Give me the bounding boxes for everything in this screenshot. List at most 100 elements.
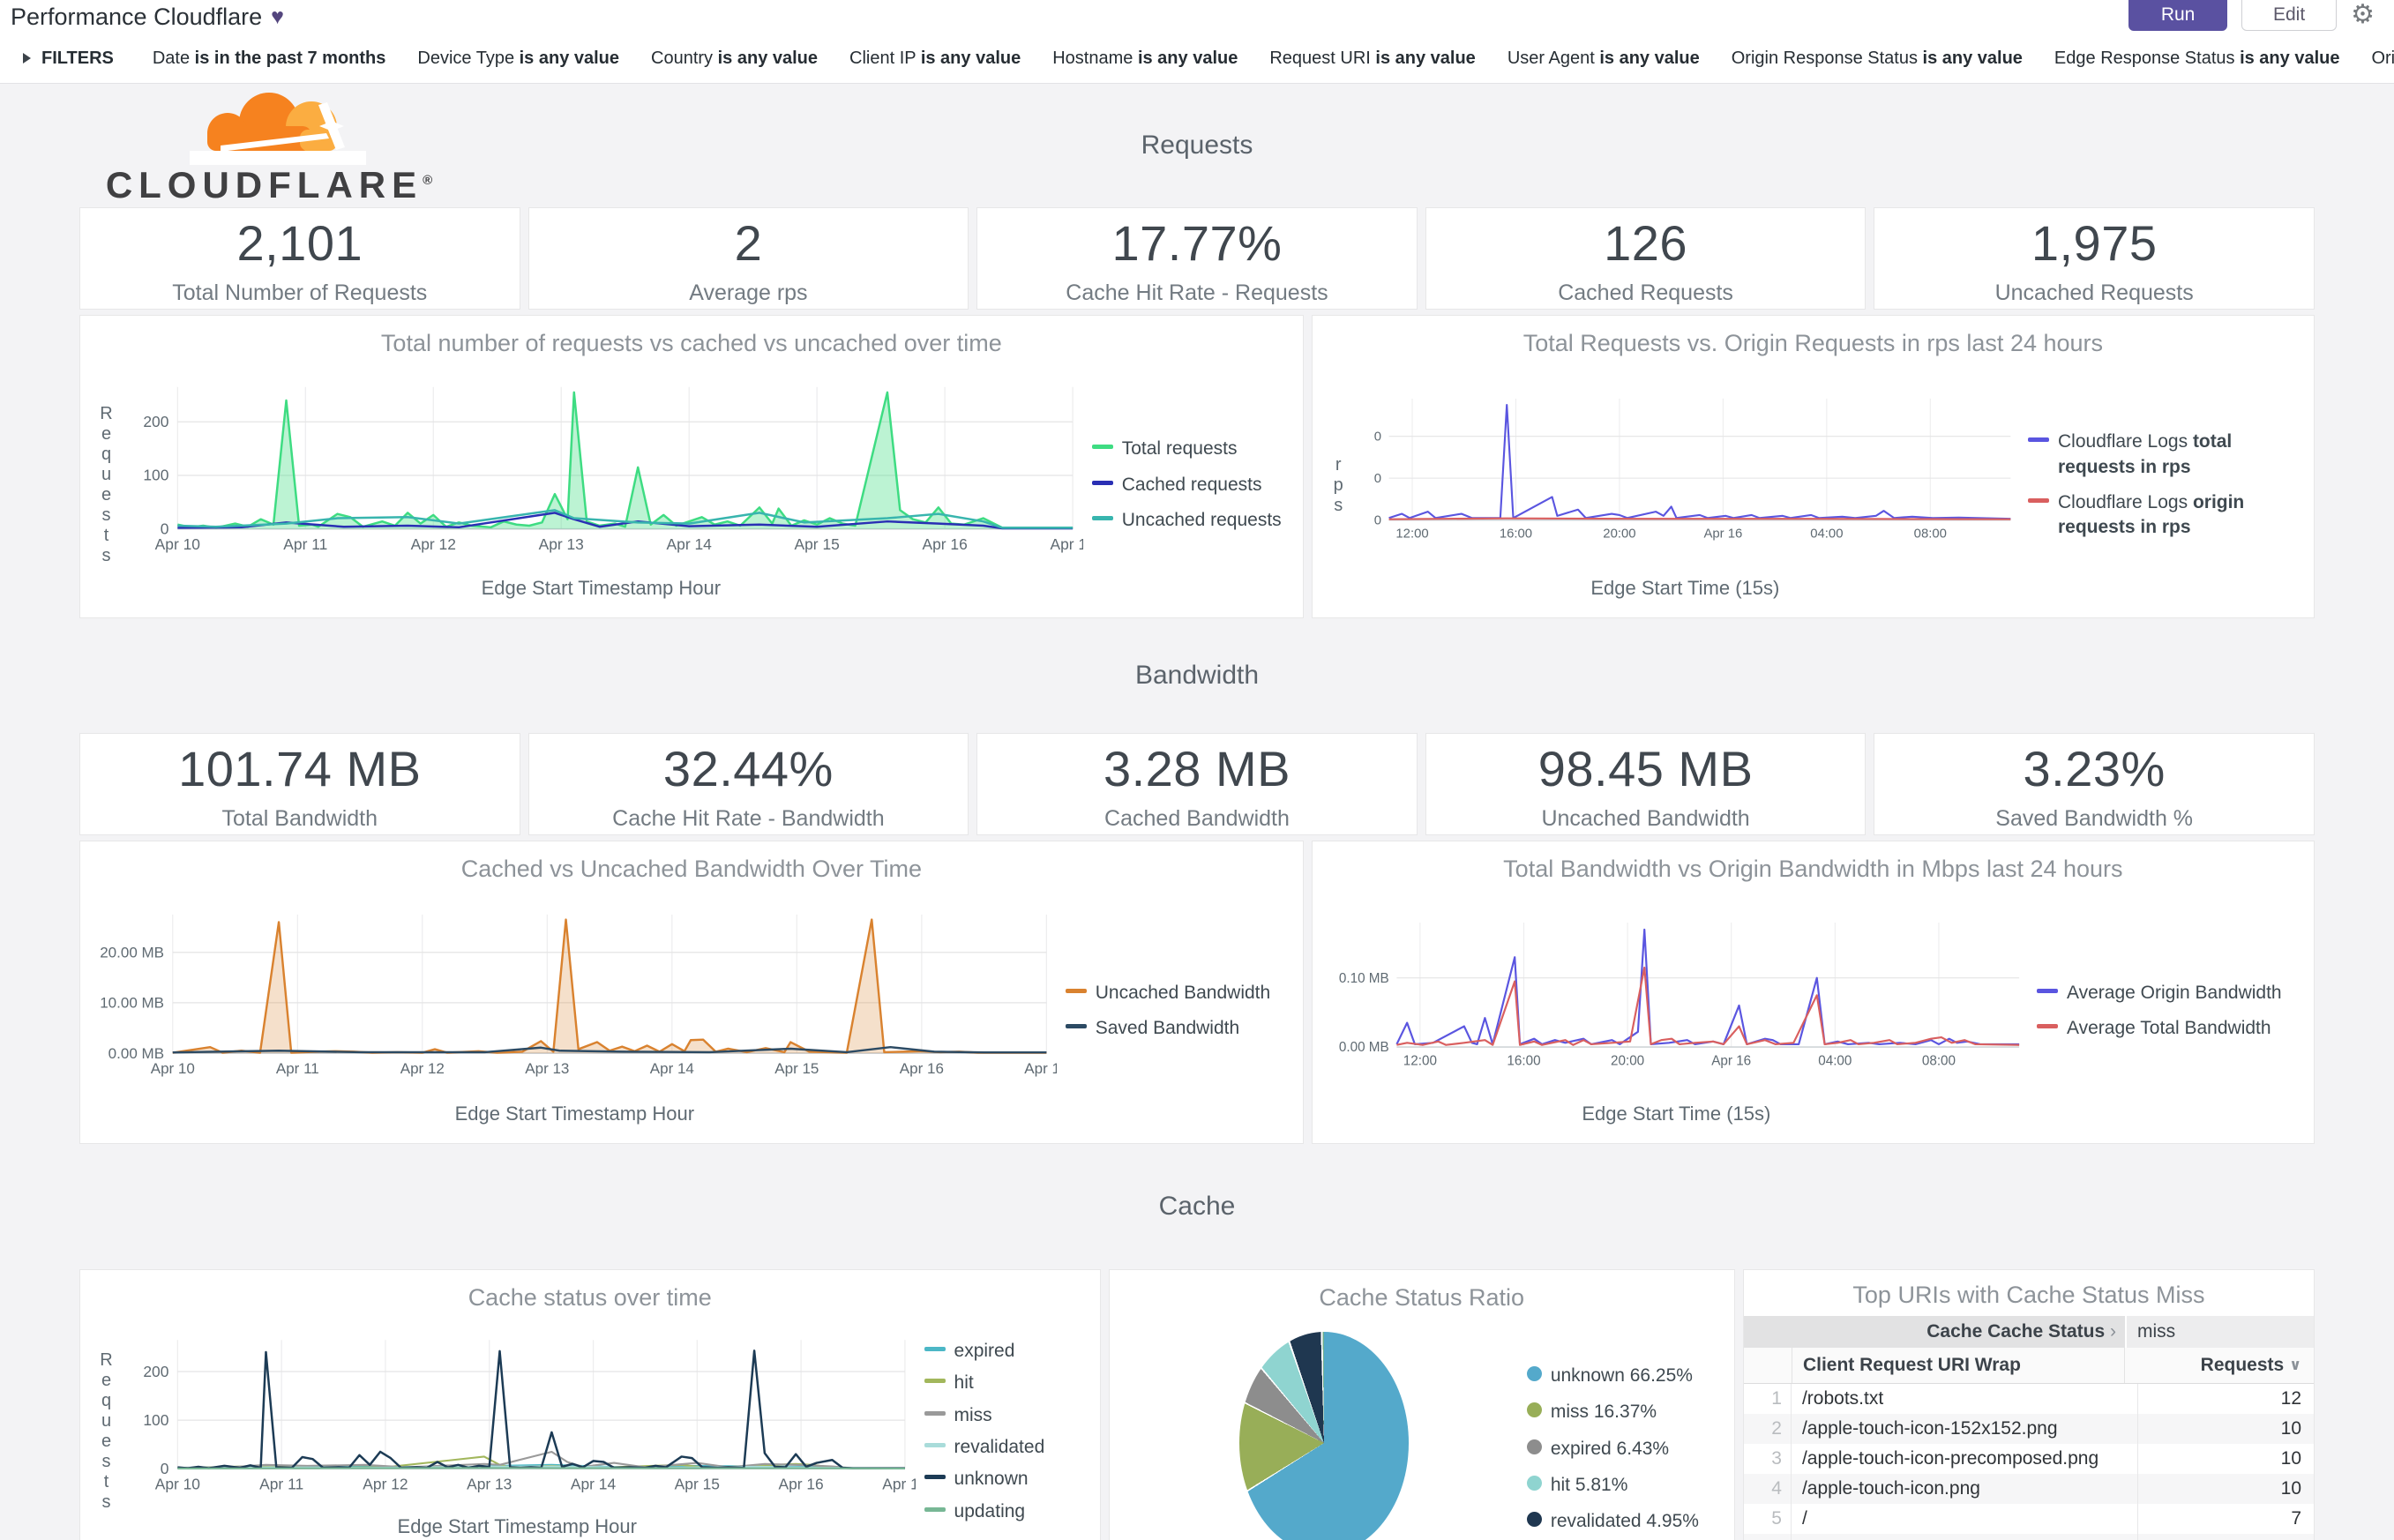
legend-label: updating bbox=[954, 1500, 1026, 1521]
table-row[interactable]: 6/index.php/contact/7 bbox=[1743, 1534, 2314, 1540]
pie-legend-item-unknown[interactable]: unknown 66.25% bbox=[1526, 1364, 1699, 1388]
requests-column-header[interactable]: Requests ∨ bbox=[2124, 1348, 2314, 1383]
legend-item-saved-bandwidth[interactable]: Saved Bandwidth bbox=[1065, 1016, 1291, 1041]
legend-swatch bbox=[924, 1443, 946, 1447]
filter-item-country[interactable]: Country is any value bbox=[651, 48, 819, 68]
line-chart-bandwidth-over-time[interactable]: 0.00 MB 10.00 MB 20.00 MB Apr 10 Apr 11 Apr 1… bbox=[93, 887, 1057, 1099]
legend-label: Uncached requests bbox=[1121, 510, 1282, 531]
legend-item-uncached-requests[interactable]: Uncached requests bbox=[1091, 508, 1291, 533]
filter-item-device-type[interactable]: Device Type is any value bbox=[417, 48, 620, 68]
kpi-tile-cache-hit-rate-bandwidth: 32.44% Cache Hit Rate - Bandwidth bbox=[527, 733, 969, 835]
line-chart-requests-over-time[interactable]: 0 100 200 Apr 10 Apr 11 Apr 12 Apr 13 Apr 14 Apr… bbox=[119, 362, 1083, 573]
svg-text:Apr 16: Apr 16 bbox=[922, 535, 967, 553]
cloudflare-cloud-icon bbox=[190, 93, 366, 165]
pie-legend-item-expired[interactable]: expired 6.43% bbox=[1526, 1437, 1699, 1462]
filter-item-edge-response-status[interactable]: Edge Response Status is any value bbox=[2054, 48, 2340, 68]
filter-item-origin-response-status[interactable]: Origin Response Status is any value bbox=[1731, 48, 2023, 68]
line-chart-cache-status[interactable]: 0 100 200 Apr 10 Apr 11 Apr 12 Apr 13 Apr 14 Apr… bbox=[119, 1316, 916, 1512]
uri-cell[interactable]: /robots.txt bbox=[1801, 1388, 1884, 1409]
kpi-tile-total-number-of-requests: 2,101 Total Number of Requests bbox=[79, 207, 520, 310]
line-chart-rps-24h[interactable]: 0 0 0 12:00 16:00 20:00 Apr 16 04:00 08:00 bbox=[1351, 362, 2019, 573]
filter-item-origin-ip[interactable]: Origin IP is any value bbox=[2371, 48, 2394, 68]
svg-text:0.10 MB: 0.10 MB bbox=[1339, 971, 1389, 986]
legend-item-cloudflare-logs-origin-requests-in-rps[interactable]: Cloudflare Logs origin requests in rps bbox=[2028, 490, 2301, 541]
svg-text:100: 100 bbox=[143, 467, 168, 484]
svg-text:Apr 11: Apr 11 bbox=[283, 535, 327, 553]
uri-cell[interactable]: /apple-touch-icon-152x152.png bbox=[1801, 1418, 2058, 1439]
pivot-value: miss bbox=[2125, 1316, 2314, 1348]
line-chart-bandwidth-24h[interactable]: 0.00 MB 0.10 MB 12:00 16:00 20:00 Apr 16 04:00… bbox=[1325, 887, 2028, 1099]
svg-text:Apr 17: Apr 17 bbox=[882, 1475, 915, 1492]
filter-item-client-ip[interactable]: Client IP is any value bbox=[849, 48, 1021, 68]
legend-item-cached-requests[interactable]: Cached requests bbox=[1091, 473, 1291, 497]
pie-legend-item-miss[interactable]: miss 16.37% bbox=[1526, 1400, 1699, 1424]
uri-column-header[interactable]: Client Request URI Wrap bbox=[1802, 1355, 2021, 1375]
legend-item-cloudflare-logs-total-requests-in-rps[interactable]: Cloudflare Logs total requests in rps bbox=[2028, 430, 2301, 480]
cloudflare-logo: CLOUDFLARE® bbox=[79, 87, 459, 204]
chart-legend: expired hit miss revalidated unknown updating bbox=[916, 1316, 1088, 1540]
svg-text:Apr 15: Apr 15 bbox=[774, 1060, 819, 1077]
table-row[interactable]: 1/robots.txt 12 bbox=[1744, 1384, 2314, 1414]
legend-item-uncached-bandwidth[interactable]: Uncached Bandwidth bbox=[1065, 981, 1291, 1005]
svg-text:08:00: 08:00 bbox=[1913, 527, 1946, 541]
legend-item-average-origin-bandwidth[interactable]: Average Origin Bandwidth bbox=[2037, 981, 2301, 1005]
svg-text:20.00 MB: 20.00 MB bbox=[100, 944, 164, 961]
edit-button[interactable]: Edit bbox=[2241, 0, 2338, 31]
filter-item-hostname[interactable]: Hostname is any value bbox=[1052, 48, 1238, 68]
chart-card-cache-status-ratio: Cache Status Ratio unknown 66.25% miss 16… bbox=[1108, 1269, 1735, 1540]
legend-item-average-total-bandwidth[interactable]: Average Total Bandwidth bbox=[2037, 1016, 2301, 1041]
uri-cell[interactable]: / bbox=[1801, 1508, 1807, 1529]
chart-row-requests: Total number of requests vs cached vs un… bbox=[79, 315, 2315, 618]
pie-legend-item-hit[interactable]: hit 5.81% bbox=[1526, 1473, 1699, 1498]
svg-text:08:00: 08:00 bbox=[1922, 1053, 1956, 1068]
svg-text:Apr 15: Apr 15 bbox=[795, 535, 840, 553]
gear-icon[interactable]: ⚙ bbox=[2351, 0, 2375, 29]
legend-item-expired[interactable]: expired bbox=[924, 1339, 1088, 1364]
filter-item-date[interactable]: Date is in the past 7 months bbox=[152, 48, 386, 68]
kpi-value: 32.44% bbox=[662, 741, 834, 796]
uri-cell[interactable]: /apple-touch-icon-precomposed.png bbox=[1801, 1448, 2099, 1469]
svg-text:0: 0 bbox=[161, 520, 169, 537]
legend-item-miss[interactable]: miss bbox=[924, 1403, 1088, 1428]
legend-item-updating[interactable]: updating bbox=[924, 1499, 1088, 1524]
svg-text:Apr 10: Apr 10 bbox=[155, 1475, 200, 1492]
pie-legend-item-revalidated[interactable]: revalidated 4.95% bbox=[1526, 1509, 1699, 1534]
section-title-cache: Cache bbox=[1158, 1192, 1236, 1221]
section-header-requests: CLOUDFLARE® Requests bbox=[79, 84, 2315, 207]
filter-item-user-agent[interactable]: User Agent is any value bbox=[1507, 48, 1700, 68]
table-row[interactable]: 4/apple-touch-icon.png 10 bbox=[1743, 1474, 2314, 1504]
kpi-value: 101.74 MB bbox=[178, 741, 422, 796]
legend-label: Total requests bbox=[1121, 438, 1238, 460]
legend-item-total-requests[interactable]: Total requests bbox=[1091, 437, 1291, 461]
requests-cell: 7 bbox=[2137, 1504, 2314, 1534]
kpi-value: 3.28 MB bbox=[1103, 741, 1291, 796]
legend-label: hit bbox=[954, 1372, 974, 1394]
svg-text:Apr 16: Apr 16 bbox=[1711, 1053, 1751, 1068]
svg-text:Apr 16: Apr 16 bbox=[1703, 527, 1742, 541]
table-row[interactable]: 5 / 7 bbox=[1744, 1504, 2314, 1534]
uri-cell[interactable]: /index.php/contact/ bbox=[1792, 1538, 2137, 1540]
pivot-label[interactable]: Cache Cache Status › bbox=[1926, 1321, 2116, 1342]
kpi-tile-average-rps: 2 Average rps bbox=[527, 207, 969, 310]
run-button[interactable]: Run bbox=[2128, 0, 2228, 31]
svg-text:Apr 10: Apr 10 bbox=[155, 535, 200, 553]
table-row[interactable]: 2/apple-touch-icon-152x152.png 10 bbox=[1743, 1414, 2314, 1444]
legend-label: Average Origin Bandwidth bbox=[2067, 982, 2282, 1003]
filter-item-request-uri[interactable]: Request URI is any value bbox=[1269, 48, 1476, 68]
table-header-row: Client Request URI Wrap Requests ∨ bbox=[1743, 1348, 2314, 1384]
chart-card-cache-status-over-time: Cache status over time Requests 0 100 200 A… bbox=[79, 1269, 1101, 1540]
uri-cell[interactable]: /apple-touch-icon.png bbox=[1801, 1478, 1980, 1499]
legend-item-unknown[interactable]: unknown bbox=[924, 1467, 1088, 1491]
svg-text:Apr 13: Apr 13 bbox=[525, 1060, 569, 1077]
filters-expand-icon[interactable] bbox=[23, 53, 31, 64]
row-number: 3 bbox=[1744, 1444, 1792, 1474]
svg-text:200: 200 bbox=[143, 413, 168, 430]
kpi-label: Uncached Bandwidth bbox=[1541, 806, 1750, 831]
svg-text:0.00 MB: 0.00 MB bbox=[108, 1045, 164, 1062]
table-row[interactable]: 3/apple-touch-icon-precomposed.png 10 bbox=[1744, 1444, 2314, 1474]
pie-chart-cache-status-ratio[interactable] bbox=[1239, 1332, 1410, 1540]
kpi-value: 2,101 bbox=[236, 215, 363, 271]
legend-swatch bbox=[2037, 1024, 2058, 1028]
legend-item-revalidated[interactable]: revalidated bbox=[924, 1435, 1088, 1460]
legend-item-hit[interactable]: hit bbox=[924, 1371, 1088, 1395]
